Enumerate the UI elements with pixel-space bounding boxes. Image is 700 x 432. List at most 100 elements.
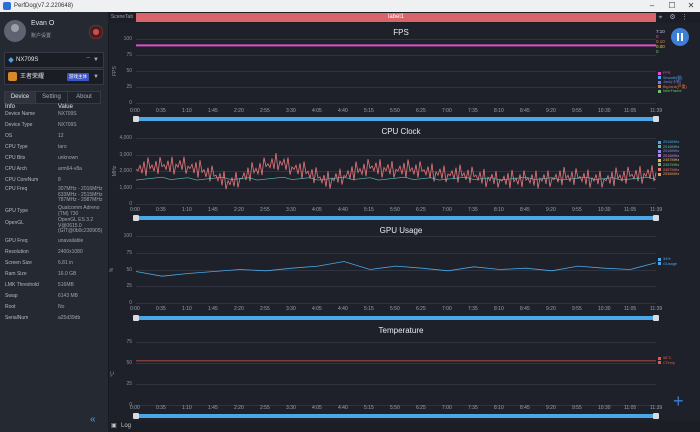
scrollbar-handle-right[interactable] [653,215,659,221]
location-icon[interactable]: ⌖ [658,14,663,21]
timeline-scrollbar[interactable] [136,216,656,220]
chart-plot [136,360,656,362]
x-tick-label: 0:00 [130,207,140,213]
legend-item[interactable]: 2016MHz [658,154,679,159]
gridline [136,286,656,288]
y-tick-label: 0 [129,402,132,408]
scrollbar-handle-left[interactable] [133,315,139,321]
x-tick-label: 3:30 [286,207,296,213]
x-tick-label: 11:05 [624,207,637,213]
legend-item[interactable]: 2457MHz [658,168,679,173]
gridline [136,55,656,56]
tab-setting[interactable]: Setting [35,91,68,104]
x-tick-label: 5:15 [364,405,374,411]
chart-panel-cpu-clock: CPU Clock MHz 4,000 3,000 2,000 1,000 0 0:00 0:3… [108,122,700,221]
info-header-value: Value [58,104,73,110]
legend-item[interactable]: GUsage [658,262,677,267]
minimize-button[interactable]: – [649,1,655,10]
log-toggle-icon[interactable]: ▣ [111,423,117,429]
settings-icon[interactable]: ⚙ [669,14,676,21]
close-button[interactable]: ✕ [687,1,695,10]
legend-item[interactable]: CTemp [658,361,675,366]
legend-label: 2016MHz [663,144,680,149]
info-key: OS [5,133,13,139]
x-tick-label: 1:45 [208,405,218,411]
x-tick-label: 4:40 [338,207,348,213]
legend-item[interactable]: InterFrame [658,89,687,94]
device-icon [8,57,14,63]
legend-label: FPS [663,71,671,75]
x-tick-label: 8:10 [494,306,504,312]
scrollbar-handle-left[interactable] [133,116,139,122]
legend-item[interactable]: 2016MHz [658,145,679,150]
scrollbar-handle-left[interactable] [133,413,139,419]
timeline-scrollbar[interactable] [136,316,656,320]
scrollbar-handle-right[interactable] [653,116,659,122]
info-value: 8 [58,177,61,183]
x-tick-label: 1:10 [182,108,192,114]
scene-tab[interactable]: SceneTab [110,14,134,20]
legend-item[interactable]: 56°C [658,356,675,361]
stat-value: 0 [656,34,659,39]
chart-plot [135,261,657,277]
legend-item[interactable]: FPS [658,71,687,76]
user-profile[interactable]: Evan O 账户设置 [4,18,104,48]
legend-item[interactable]: Smooth(帧) [658,76,687,81]
timeline-scrollbar[interactable] [136,414,656,418]
x-tick-label: 9:55 [572,306,582,312]
info-value: arm64-v8a [58,166,82,172]
info-value: unavailable [58,238,84,244]
legend-item[interactable]: 2457MHz [658,163,679,168]
info-value: 12 [58,133,64,139]
legend-item[interactable]: 2016MHz [658,149,679,154]
avatar[interactable] [4,20,26,42]
more-icon[interactable]: ⋮ [681,14,688,21]
maximize-button[interactable]: ☐ [668,1,676,10]
add-chart-button[interactable]: + [673,391,684,411]
x-tick-label: 9:20 [546,207,556,213]
legend-label: 2016MHz [663,140,680,144]
legend-item[interactable]: Jank(卡顿) [658,80,687,85]
legend-item[interactable]: BigJank(严重) [658,85,687,90]
record-button[interactable] [89,25,103,39]
tab-about[interactable]: About [67,91,101,104]
info-key: Device Name [5,111,36,117]
legend-label: 2016MHz [663,149,680,154]
scrollbar-handle-left[interactable] [133,215,139,221]
scrollbar-handle-right[interactable] [653,315,659,321]
gridline [136,269,656,271]
account-settings-link[interactable]: 账户设置 [31,33,52,39]
legend-swatch [658,85,661,89]
chart-panel-gpu-usage: GPU Usage% 100 75 50 25 0 0:00 0:35 1:10 1:45 2:20… [108,221,700,321]
legend-item[interactable]: 2457MHz [658,158,679,163]
gridline [136,303,656,304]
legend-swatch [658,149,661,153]
info-key: Device Type [5,122,33,128]
log-label[interactable]: Log [121,423,132,429]
y-tick-label: 50 [126,360,132,366]
legend-item[interactable]: 34% [658,257,677,262]
pause-button[interactable] [671,28,689,46]
chart-title: Temperature [378,326,424,335]
tab-device[interactable]: Device [4,91,36,104]
scrollbar-handle-right[interactable] [653,413,659,419]
x-tick-label: 9:20 [546,306,556,312]
legend-item[interactable]: 2536MHz [658,172,679,177]
timeline-scrollbar[interactable] [136,117,656,121]
chart-legend: 2016MHz 2016MHz 2016MHz 2016MHz 2457MHz 2457M… [658,140,679,177]
device-select[interactable]: NX709S ⌔ ▼ [4,52,104,68]
legend-item[interactable]: 2016MHz [658,140,679,145]
app-select[interactable]: 王者荣耀 游戏主体 ▼ [4,69,104,85]
info-value: taro [58,144,67,150]
x-tick-label: 4:40 [338,108,348,114]
y-tick-label: 4,000 [119,135,132,141]
stat-value: 0.10 [656,39,665,44]
device-name: NX709S [16,57,39,63]
app-badge: 游戏主体 [67,73,89,81]
collapse-sidebar-icon[interactable]: « [90,414,96,425]
x-tick-label: 11:05 [624,108,637,114]
x-tick-label: 7:35 [468,405,478,411]
y-tick-label: 50 [126,266,132,273]
x-tick-label: 9:55 [572,108,582,114]
label-bar[interactable]: label1 [136,13,656,22]
